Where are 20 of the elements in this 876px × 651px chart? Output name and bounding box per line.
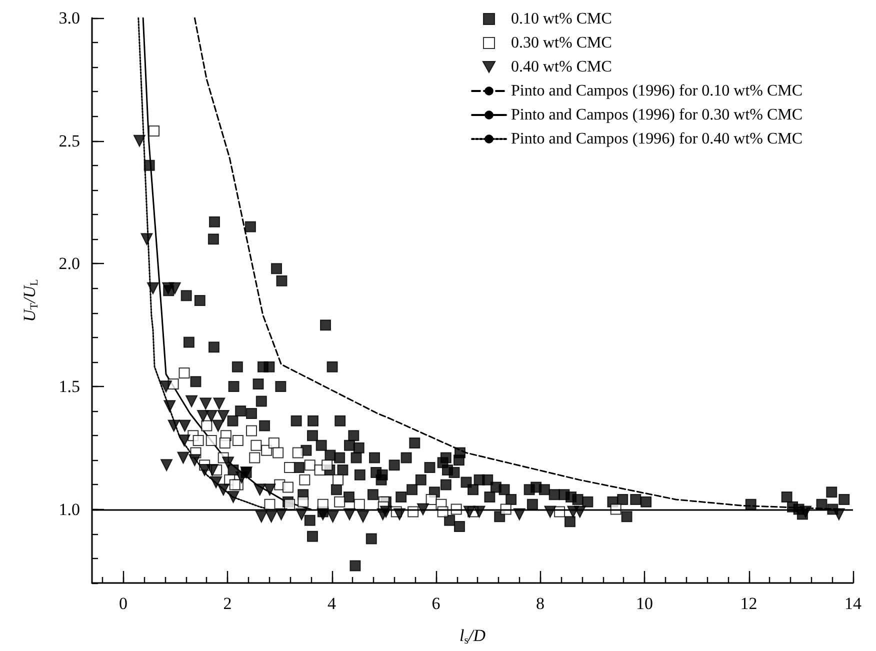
legend-label: 0.30 wt% CMC <box>511 34 612 52</box>
y-tick-label: 2.0 <box>58 254 80 274</box>
x-tick-label: 0 <box>119 594 128 613</box>
legend-label: 0.40 wt% CMC <box>511 58 612 76</box>
y-tick-label: 1.5 <box>58 376 80 396</box>
x-tick-label: 12 <box>740 594 758 613</box>
x-tick-label: 2 <box>223 594 232 613</box>
legend-label: 0.10 wt% CMC <box>511 10 612 28</box>
x-tick-label: 8 <box>536 594 545 613</box>
legend-label: Pinto and Campos (1996) for 0.30 wt% CMC <box>511 106 803 124</box>
x-tick-label: 6 <box>432 594 440 613</box>
x-tick-label: 10 <box>636 594 654 613</box>
legend-label: Pinto and Campos (1996) for 0.10 wt% CMC <box>511 82 803 100</box>
y-tick-label: 2.5 <box>58 131 80 150</box>
legend-label: Pinto and Campos (1996) for 0.40 wt% CMC <box>511 130 803 148</box>
x-tick-label: 14 <box>844 594 862 613</box>
y-axis-title: UT/UL <box>20 278 40 322</box>
y-tick-label: 3.0 <box>58 8 80 28</box>
x-tick-label: 4 <box>328 594 337 613</box>
y-tick-label: 1.0 <box>58 500 80 519</box>
